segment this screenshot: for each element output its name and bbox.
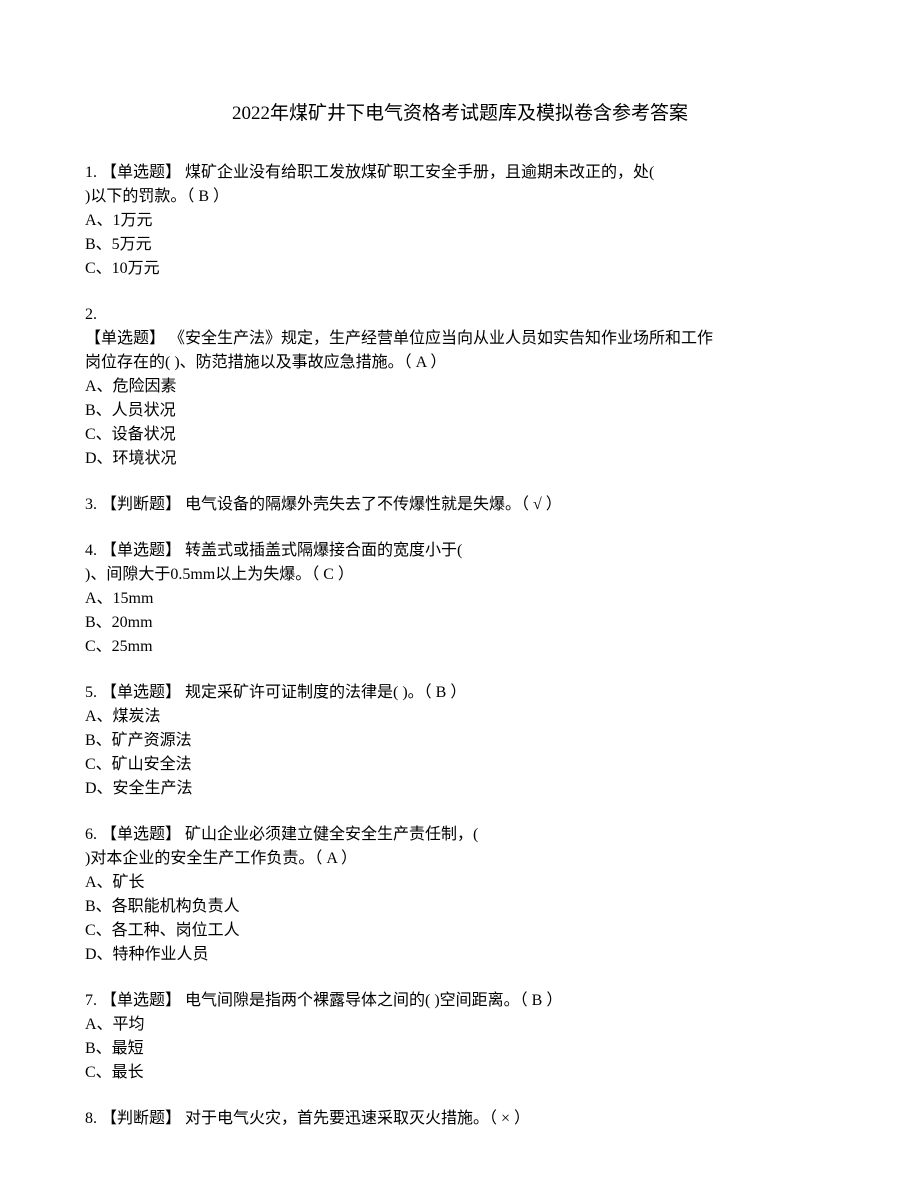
option-d: D、安全生产法 — [85, 777, 835, 801]
question-stem: 矿山企业必须建立健全安全生产责任制，( — [185, 826, 478, 843]
question-line: 5. 【单选题】 规定采矿许可证制度的法律是( )。（ B ） — [85, 681, 835, 705]
option-b: B、5万元 — [85, 233, 835, 257]
question-5: 5. 【单选题】 规定采矿许可证制度的法律是( )。（ B ） A、煤炭法 B、… — [85, 681, 835, 801]
question-6: 6. 【单选题】 矿山企业必须建立健全安全生产责任制，( )对本企业的安全生产工… — [85, 823, 835, 967]
option-b: B、各职能机构负责人 — [85, 895, 835, 919]
question-line-2: 岗位存在的( )、防范措施以及事故应急措施。（ A ） — [85, 351, 835, 375]
question-type: 【单选题】 — [101, 684, 181, 701]
option-c: C、设备状况 — [85, 423, 835, 447]
question-line-2: )、间隙大于0.5mm以上为失爆。（ C ） — [85, 563, 835, 587]
option-c: C、25mm — [85, 635, 835, 659]
option-d: D、特种作业人员 — [85, 943, 835, 967]
exam-page: 2022年煤矿井下电气资格考试题库及模拟卷含参考答案 1. 【单选题】 煤矿企业… — [0, 0, 920, 1193]
option-a: A、15mm — [85, 587, 835, 611]
option-d: D、环境状况 — [85, 447, 835, 471]
question-stem: 转盖式或插盖式隔爆接合面的宽度小于( — [185, 542, 462, 559]
question-stem: 对于电气火灾，首先要迅速采取灭火措施。（ × ） — [185, 1110, 530, 1127]
question-3: 3. 【判断题】 电气设备的隔爆外壳失去了不传爆性就是失爆。（ √ ） — [85, 493, 835, 517]
question-line: 6. 【单选题】 矿山企业必须建立健全安全生产责任制，( — [85, 823, 835, 847]
option-b: B、20mm — [85, 611, 835, 635]
option-b: B、矿产资源法 — [85, 729, 835, 753]
question-stem: 规定采矿许可证制度的法律是( )。（ B ） — [185, 684, 466, 701]
option-a: A、1万元 — [85, 209, 835, 233]
question-number: 2. — [85, 303, 835, 327]
page-title: 2022年煤矿井下电气资格考试题库及模拟卷含参考答案 — [85, 100, 835, 129]
question-line: 【单选题】 《安全生产法》规定，生产经营单位应当向从业人员如实告知作业场所和工作 — [85, 327, 835, 351]
option-c: C、10万元 — [85, 257, 835, 281]
question-number: 7. — [85, 992, 97, 1009]
question-number: 8. — [85, 1110, 97, 1127]
question-type: 【单选题】 — [85, 330, 165, 347]
option-a: A、平均 — [85, 1013, 835, 1037]
option-a: A、危险因素 — [85, 375, 835, 399]
option-a: A、煤炭法 — [85, 705, 835, 729]
question-number: 4. — [85, 542, 97, 559]
question-type: 【判断题】 — [101, 1110, 181, 1127]
question-stem: 煤矿企业没有给职工发放煤矿职工安全手册，且逾期未改正的，处( — [185, 164, 654, 181]
question-1: 1. 【单选题】 煤矿企业没有给职工发放煤矿职工安全手册，且逾期未改正的，处( … — [85, 161, 835, 281]
question-number: 3. — [85, 496, 97, 513]
question-line: 3. 【判断题】 电气设备的隔爆外壳失去了不传爆性就是失爆。（ √ ） — [85, 493, 835, 517]
question-2: 2. 【单选题】 《安全生产法》规定，生产经营单位应当向从业人员如实告知作业场所… — [85, 303, 835, 471]
option-b: B、人员状况 — [85, 399, 835, 423]
question-number: 5. — [85, 684, 97, 701]
question-4: 4. 【单选题】 转盖式或插盖式隔爆接合面的宽度小于( )、间隙大于0.5mm以… — [85, 539, 835, 659]
question-type: 【单选题】 — [101, 542, 181, 559]
question-line: 8. 【判断题】 对于电气火灾，首先要迅速采取灭火措施。（ × ） — [85, 1107, 835, 1131]
question-line: 1. 【单选题】 煤矿企业没有给职工发放煤矿职工安全手册，且逾期未改正的，处( — [85, 161, 835, 185]
option-c: C、最长 — [85, 1061, 835, 1085]
question-number: 6. — [85, 826, 97, 843]
question-line: 4. 【单选题】 转盖式或插盖式隔爆接合面的宽度小于( — [85, 539, 835, 563]
option-b: B、最短 — [85, 1037, 835, 1061]
option-c: C、各工种、岗位工人 — [85, 919, 835, 943]
question-stem: 《安全生产法》规定，生产经营单位应当向从业人员如实告知作业场所和工作 — [169, 330, 713, 347]
question-number: 1. — [85, 164, 97, 181]
question-stem: 电气设备的隔爆外壳失去了不传爆性就是失爆。（ √ ） — [185, 496, 562, 513]
question-type: 【单选题】 — [101, 164, 181, 181]
question-type: 【判断题】 — [101, 496, 181, 513]
question-type: 【单选题】 — [101, 826, 181, 843]
question-line-2: )对本企业的安全生产工作负责。（ A ） — [85, 847, 835, 871]
option-a: A、矿长 — [85, 871, 835, 895]
question-line: 7. 【单选题】 电气间隙是指两个裸露导体之间的( )空间距离。（ B ） — [85, 989, 835, 1013]
question-line-2: )以下的罚款。（ B ） — [85, 185, 835, 209]
question-stem: 电气间隙是指两个裸露导体之间的( )空间距离。（ B ） — [185, 992, 562, 1009]
option-c: C、矿山安全法 — [85, 753, 835, 777]
question-8: 8. 【判断题】 对于电气火灾，首先要迅速采取灭火措施。（ × ） — [85, 1107, 835, 1131]
question-type: 【单选题】 — [101, 992, 181, 1009]
question-7: 7. 【单选题】 电气间隙是指两个裸露导体之间的( )空间距离。（ B ） A、… — [85, 989, 835, 1085]
